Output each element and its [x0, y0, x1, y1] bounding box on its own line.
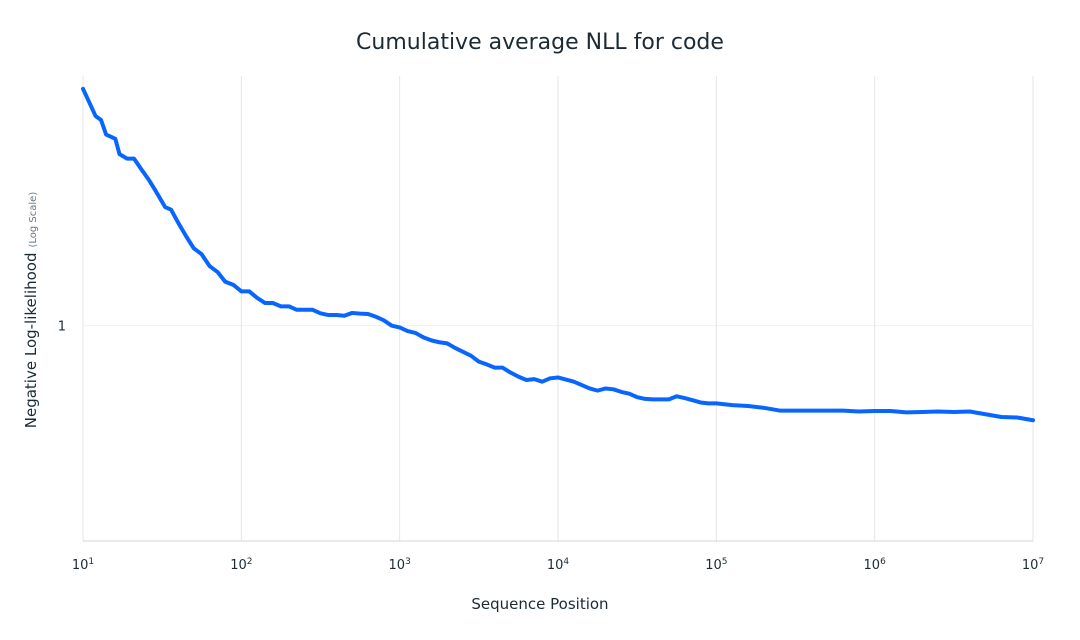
x-tick-exponent: 1	[88, 557, 94, 567]
x-tick-exponent: 5	[722, 557, 728, 567]
chart-title: Cumulative average NLL for code	[356, 30, 724, 55]
x-tick-exponent: 6	[880, 557, 886, 567]
x-tick-base: 10	[864, 558, 881, 573]
x-tick-exponent: 3	[405, 557, 411, 567]
x-axis-label: Sequence Position	[471, 595, 608, 613]
x-tick-base: 10	[547, 558, 564, 573]
x-tick-label: 107	[1022, 557, 1044, 573]
x-tick-label: 103	[389, 557, 411, 573]
y-axis-label-main: Negative Log-likelihood	[22, 253, 40, 429]
x-tick-label: 104	[547, 557, 570, 573]
x-tick-label: 105	[705, 557, 727, 573]
x-tick-labels: 101 102 103 104 105 106 107	[72, 557, 1044, 573]
x-tick-label: 106	[864, 557, 887, 573]
x-tick-exponent: 7	[1038, 557, 1044, 567]
x-tick-base: 10	[230, 558, 247, 573]
y-tick-label: 1	[58, 320, 66, 335]
x-tick-label: 102	[230, 557, 252, 573]
y-axis-label: Negative Log-likelihood (Log Scale)	[22, 192, 40, 429]
series-line	[81, 86, 1035, 423]
grid	[82, 76, 1034, 541]
x-tick-exponent: 2	[247, 557, 253, 567]
x-tick-base: 10	[72, 558, 89, 573]
y-axis-label-note: (Log Scale)	[28, 192, 39, 248]
x-tick-label: 101	[72, 557, 94, 573]
x-tick-base: 10	[705, 558, 722, 573]
x-tick-base: 10	[389, 558, 406, 573]
x-tick-base: 10	[1022, 558, 1039, 573]
series-layer	[81, 86, 1035, 423]
y-tick-labels: 1	[58, 320, 66, 335]
x-tick-exponent: 4	[563, 557, 569, 567]
